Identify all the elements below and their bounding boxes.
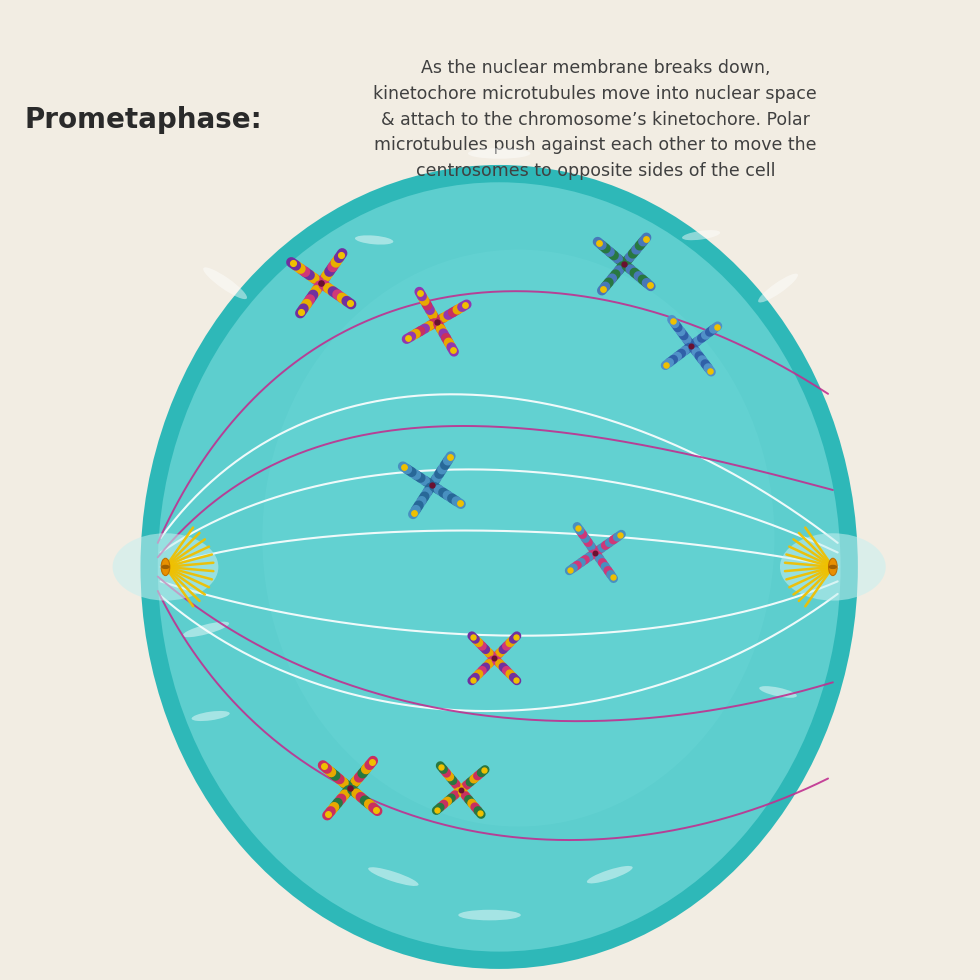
Ellipse shape [587,866,633,883]
Ellipse shape [203,268,247,299]
Ellipse shape [828,564,837,569]
Text: As the nuclear membrane breaks down,
kinetochore microtubules move into nuclear : As the nuclear membrane breaks down, kin… [373,60,817,180]
Text: Prometaphase:: Prometaphase: [24,106,263,133]
Ellipse shape [780,533,886,601]
Ellipse shape [192,710,229,721]
Ellipse shape [140,165,858,969]
Ellipse shape [161,564,170,569]
Ellipse shape [828,559,837,575]
Ellipse shape [760,686,797,698]
Ellipse shape [355,235,393,245]
Ellipse shape [467,148,530,159]
Ellipse shape [368,867,418,886]
Ellipse shape [263,250,774,826]
Ellipse shape [459,909,520,920]
Ellipse shape [158,182,841,952]
Ellipse shape [759,273,798,303]
Ellipse shape [161,559,170,575]
Ellipse shape [113,533,219,601]
Ellipse shape [182,621,229,637]
Ellipse shape [682,230,720,240]
